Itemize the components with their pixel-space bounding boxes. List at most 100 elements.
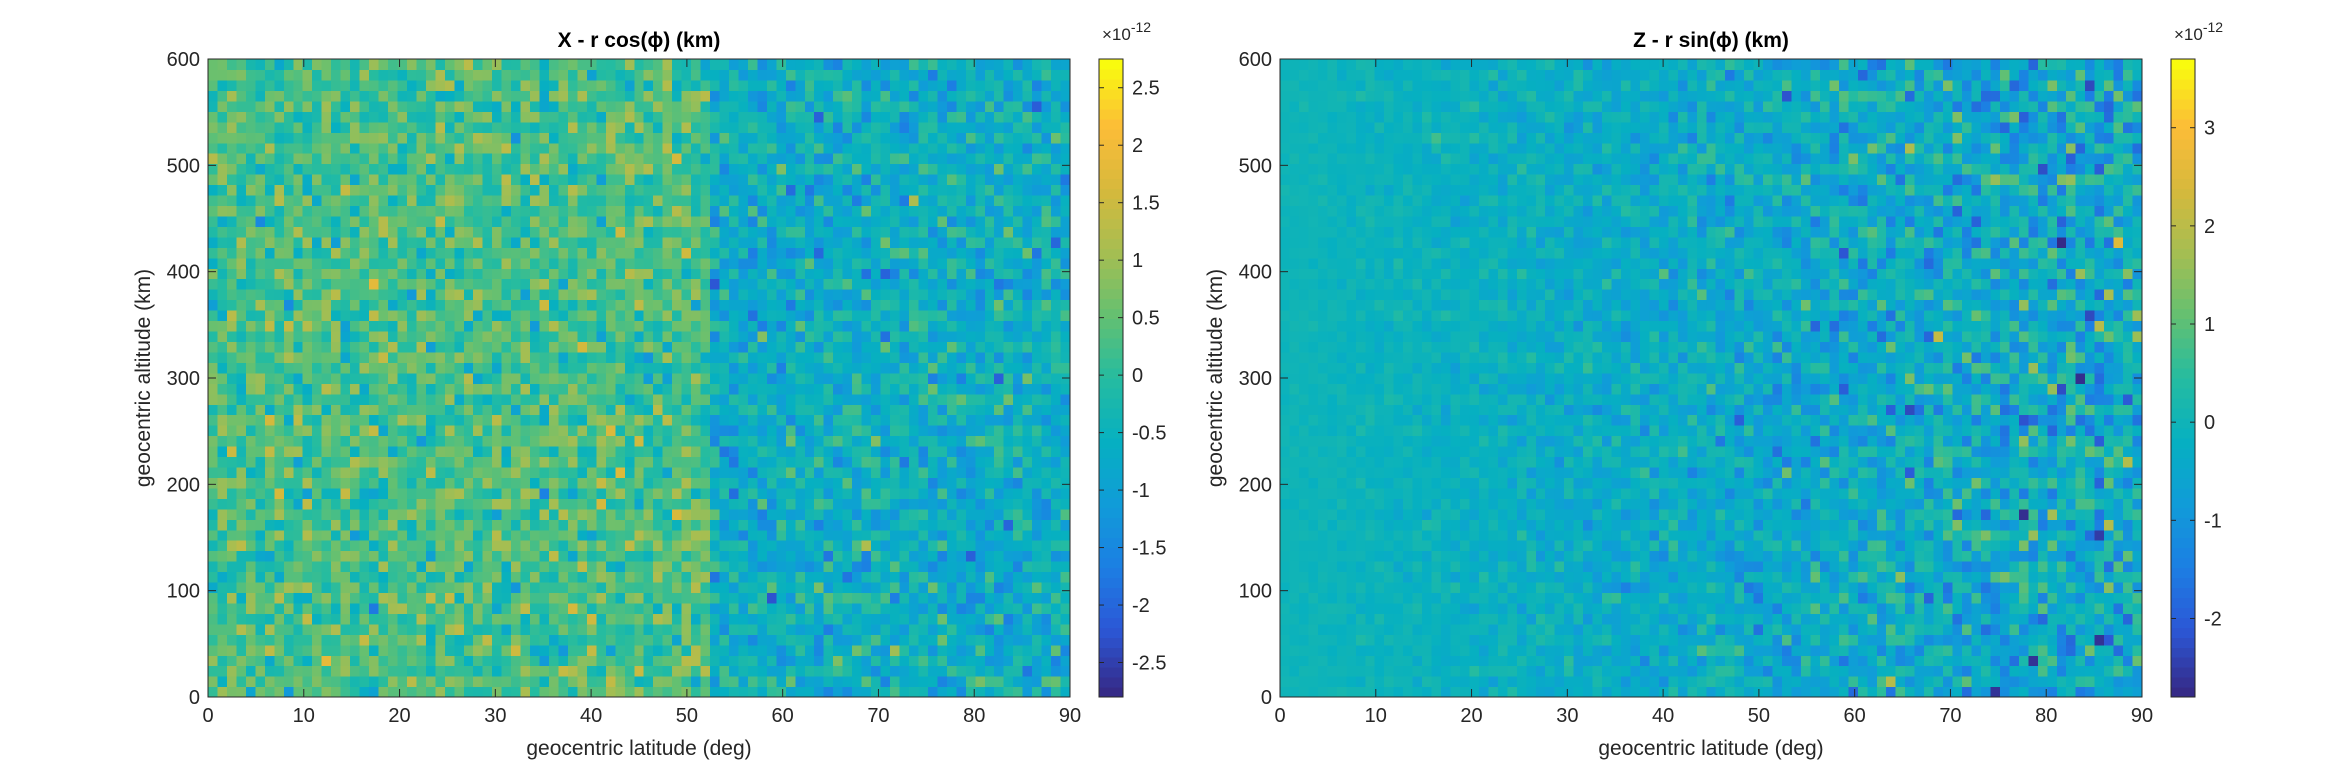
heatmap-cell xyxy=(738,498,749,510)
heatmap-cell xyxy=(937,581,948,594)
heatmap-cell xyxy=(378,561,389,573)
heatmap-cell xyxy=(454,445,465,458)
heatmap-cell xyxy=(463,153,474,165)
heatmap-cell xyxy=(634,487,645,499)
heatmap-cell xyxy=(397,132,408,144)
heatmap-cell xyxy=(558,226,569,238)
heatmap-cell xyxy=(283,121,294,133)
heatmap-cell xyxy=(728,289,740,301)
heatmap-cell xyxy=(549,529,560,541)
heatmap-cell xyxy=(605,69,616,81)
heatmap-cell xyxy=(217,655,228,667)
heatmap-cell xyxy=(245,362,256,374)
heatmap-cell xyxy=(804,540,815,552)
heatmap-cell xyxy=(539,655,550,667)
heatmap-cell xyxy=(605,655,616,667)
heatmap-cell xyxy=(473,226,484,238)
heatmap-cell xyxy=(482,111,493,123)
heatmap-cell xyxy=(359,194,370,207)
heatmap-cell xyxy=(956,487,967,499)
heatmap-cell xyxy=(350,665,361,677)
heatmap-cell xyxy=(596,456,607,468)
heatmap-cell xyxy=(605,268,616,280)
heatmap-cell xyxy=(624,561,635,573)
heatmap-cell xyxy=(473,498,484,510)
heatmap-cell xyxy=(861,487,872,499)
heatmap-cell xyxy=(501,602,512,614)
heatmap-cell xyxy=(634,372,645,384)
heatmap-cell xyxy=(208,655,219,667)
heatmap-cell xyxy=(492,435,503,447)
heatmap-cell xyxy=(444,529,455,541)
heatmap-cell xyxy=(226,655,238,667)
heatmap-cell xyxy=(463,215,474,227)
heatmap-cell xyxy=(691,121,702,133)
heatmap-cell xyxy=(416,571,427,583)
heatmap-cell xyxy=(473,289,484,301)
heatmap-cell xyxy=(927,435,938,447)
heatmap-cell xyxy=(927,550,938,562)
heatmap-cell xyxy=(312,456,323,468)
heatmap-cell xyxy=(369,414,380,426)
heatmap-cell xyxy=(842,383,853,395)
heatmap-cell xyxy=(766,79,777,91)
heatmap-cell xyxy=(890,247,901,259)
heatmap-cell xyxy=(861,278,872,290)
heatmap-cell xyxy=(331,404,342,416)
heatmap-cell xyxy=(567,634,579,646)
heatmap-cell xyxy=(672,289,683,301)
heatmap-cell xyxy=(880,278,891,290)
heatmap-cell xyxy=(331,341,342,353)
heatmap-cell xyxy=(691,320,702,332)
heatmap-cell xyxy=(880,79,891,91)
heatmap-cell xyxy=(340,561,351,573)
heatmap-cell xyxy=(672,330,683,342)
heatmap-cell xyxy=(728,59,740,71)
heatmap-cell xyxy=(700,90,711,102)
heatmap-cell xyxy=(785,79,796,91)
heatmap-cell xyxy=(454,571,465,583)
heatmap-cell xyxy=(255,634,266,646)
heatmap-cell xyxy=(293,247,304,259)
heatmap-cell xyxy=(463,519,474,531)
heatmap-cell xyxy=(814,644,825,656)
heatmap-cell xyxy=(226,676,238,688)
heatmap-cell xyxy=(577,602,588,614)
heatmap-cell xyxy=(804,383,815,395)
heatmap-cell xyxy=(833,100,844,112)
heatmap-cell xyxy=(482,174,493,186)
heatmap-cell xyxy=(473,194,484,207)
heatmap-cell xyxy=(880,153,891,165)
heatmap-cell xyxy=(747,372,758,384)
heatmap-cell xyxy=(880,215,891,227)
heatmap-cell xyxy=(937,634,948,646)
heatmap-cell xyxy=(615,153,626,165)
heatmap-cell xyxy=(482,330,493,342)
heatmap-cell xyxy=(567,174,579,186)
heatmap-cell xyxy=(899,362,910,374)
heatmap-cell xyxy=(852,163,863,175)
heatmap-cell xyxy=(956,676,967,688)
heatmap-cell xyxy=(728,435,740,447)
heatmap-cell xyxy=(710,676,721,688)
heatmap-cell xyxy=(615,519,626,531)
heatmap-cell xyxy=(700,571,711,583)
heatmap-cell xyxy=(406,142,417,154)
heatmap-cell xyxy=(880,247,891,259)
heatmap-cell xyxy=(416,310,427,322)
heatmap-cell xyxy=(577,665,588,677)
heatmap-cell xyxy=(274,655,285,667)
heatmap-cell xyxy=(795,602,806,614)
heatmap-cell xyxy=(435,278,446,290)
heatmap-cell xyxy=(728,550,740,562)
heatmap-cell xyxy=(804,665,815,677)
heatmap-cell xyxy=(350,132,361,144)
heatmap-cell xyxy=(435,571,446,583)
heatmap-cell xyxy=(236,121,247,133)
heatmap-cell xyxy=(387,508,399,520)
heatmap-cell xyxy=(814,540,825,552)
heatmap-cell xyxy=(795,268,806,280)
heatmap-cell xyxy=(274,665,285,677)
heatmap-cell xyxy=(643,425,654,437)
heatmap-cell xyxy=(406,561,417,573)
